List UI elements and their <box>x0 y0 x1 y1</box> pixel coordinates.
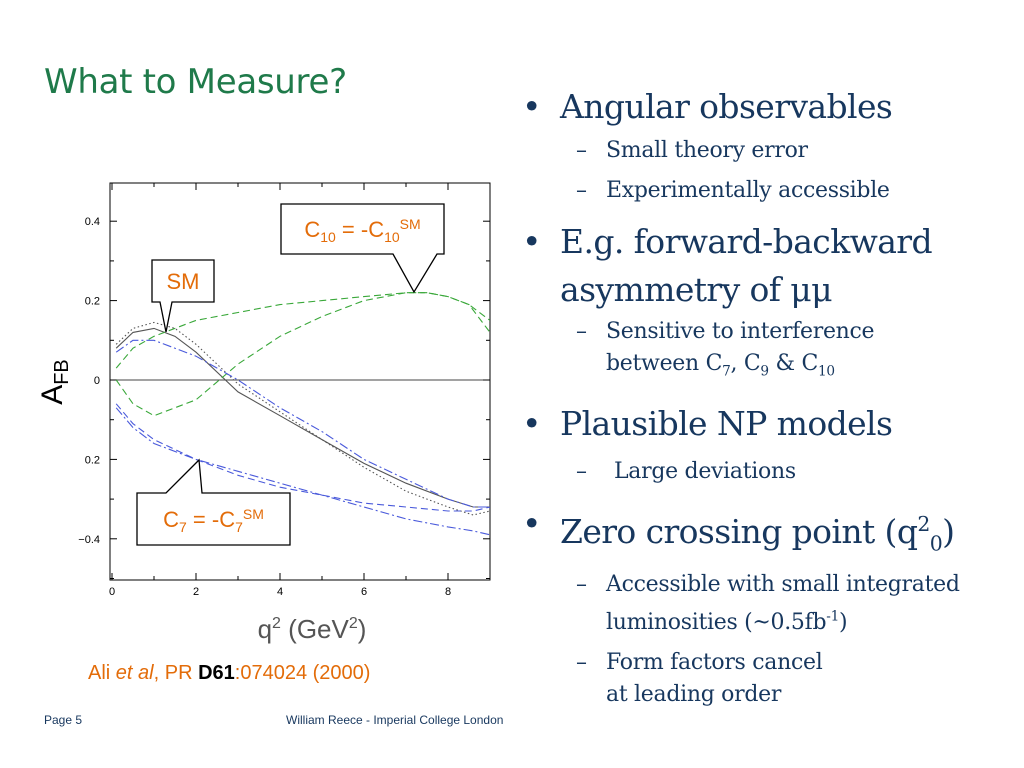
callout-sm: SM <box>151 259 215 333</box>
callout-c7-outline <box>136 458 291 546</box>
sub-bullet: – Small theory error <box>520 134 1015 168</box>
sub-bullet-text: Small theory error <box>606 138 808 163</box>
sub-bullet-text: Sensitive to interference between C7, C9 … <box>606 319 875 380</box>
bullet-dot: • <box>522 404 541 444</box>
x-tick-label: 6 <box>361 586 367 598</box>
series-line-5 <box>115 407 490 536</box>
series-line-2 <box>115 292 490 369</box>
sub-bullet-text: Large deviations <box>614 459 796 485</box>
callout-c10-outline <box>280 203 445 294</box>
y-tick-label: 0.2 <box>85 454 100 466</box>
x-tick-label: 4 <box>277 586 283 598</box>
x-tick-label: 0 <box>109 586 115 598</box>
series-line-1 <box>115 321 490 516</box>
citation-prefix: Ali <box>88 662 116 684</box>
sub-bullet-text: Accessible with small integrated luminosi… <box>606 571 960 636</box>
x-tick-label: 8 <box>445 586 451 598</box>
bullet-dot: • <box>522 222 541 261</box>
sub-bullet: – Large deviations <box>520 455 1015 489</box>
sub-bullet: – Accessible with small integrated luminos… <box>520 569 1015 639</box>
series-line-6 <box>115 403 490 512</box>
series-line-3 <box>115 292 490 417</box>
bullet-fb-asymmetry: • E.g. forward-backward asymmetry of μμ <box>520 218 1015 314</box>
sub-bullet: – Experimentally accessible <box>520 174 1015 208</box>
y-tick-label: 0 <box>94 375 100 387</box>
dash-mark: – <box>576 650 587 676</box>
bullet-text: Zero crossing point (q20) <box>560 512 955 556</box>
plot-frame <box>109 182 491 581</box>
bullet-np-models: • Plausible NP models <box>520 401 1015 447</box>
citation-rest: :074024 (2000) <box>234 662 371 684</box>
sub-bullet-text: Form factors cancel at leading order <box>606 650 823 708</box>
bullet-list: • Angular observables – Small theory error… <box>520 84 1015 711</box>
bullet-text: Angular observables <box>560 87 893 126</box>
page-number: Page 5 <box>44 713 83 727</box>
callout-sm-outline <box>151 259 215 333</box>
citation-etal: et al <box>115 662 154 684</box>
citation: Ali et al, PR D61:074024 (2000) <box>88 662 370 685</box>
bullet-zero-crossing: • Zero crossing point (q20) <box>520 501 1015 567</box>
bullet-dot: • <box>522 504 541 544</box>
y-axis-label: AFB <box>36 359 73 405</box>
series-line-4 <box>115 339 490 508</box>
callout-sm-label: SM <box>167 269 200 294</box>
x-tick-label: 2 <box>193 586 199 598</box>
slide-title: What to Measure? <box>44 62 347 102</box>
footer-author: William Reece - Imperial College London <box>286 713 504 727</box>
citation-middle: , PR <box>153 662 199 684</box>
citation-volume: D61 <box>198 662 235 684</box>
bullet-text: Plausible NP models <box>560 404 893 444</box>
x-axis-label: q2 (GeV2) <box>258 614 367 644</box>
y-tick-label: −0.4 <box>78 534 100 546</box>
dash-mark: – <box>576 459 587 485</box>
dash-mark: – <box>576 178 587 203</box>
sub-bullet-text: Experimentally accessible <box>606 178 890 203</box>
afb-chart: 0.4 0.2 0 0.2 −0.4 0 2 4 6 8 AFB q2 (GeV2) SM C10 = -… <box>0 160 510 660</box>
sub-bullet: – Form factors cancel at leading order <box>520 647 1015 711</box>
y-tick-label: 0.4 <box>85 216 100 228</box>
bullet-angular: • Angular observables <box>520 84 1015 130</box>
dash-mark: – <box>576 319 587 344</box>
y-tick-label: 0.2 <box>85 296 100 308</box>
dash-mark: – <box>576 571 587 597</box>
bullet-text: E.g. forward-backward asymmetry of μμ <box>560 222 933 309</box>
callout-c10: C10 = -C10SM <box>280 203 445 294</box>
sub-bullet: – Sensitive to interference between C7, C9… <box>520 316 1015 387</box>
bullet-dot: • <box>522 87 541 126</box>
series-line-0 <box>115 327 490 508</box>
callout-c7: C7 = -C7SM <box>136 458 291 546</box>
dash-mark: – <box>576 138 587 163</box>
afb-chart-svg: 0.4 0.2 0 0.2 −0.4 0 2 4 6 8 AFB q2 (GeV2) SM C10 = -… <box>36 182 491 644</box>
